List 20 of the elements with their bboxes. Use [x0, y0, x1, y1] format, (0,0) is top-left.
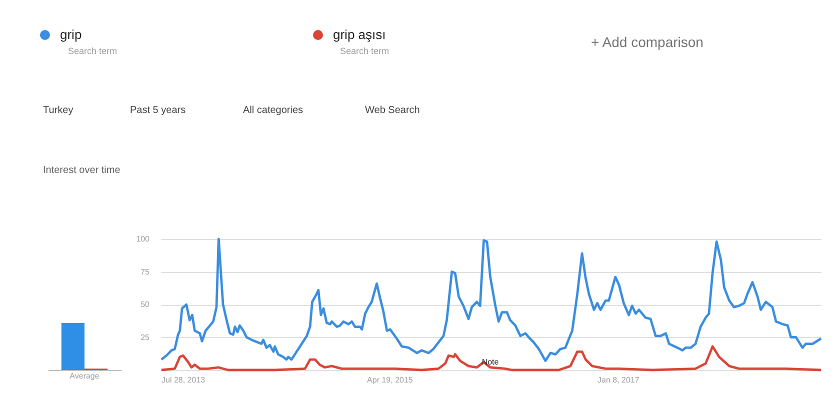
text: Past 5 years — [130, 105, 186, 116]
y-tick-label: 50 — [140, 300, 150, 309]
x-tick-label: Apr 19, 2015 — [367, 376, 414, 384]
text: + Add comparison — [591, 34, 704, 50]
y-tick-label: 75 — [140, 267, 150, 276]
legend-label: grip — [60, 27, 82, 42]
line-series — [160, 345, 822, 372]
x-tick-label: Jan 8, 2017 — [598, 376, 640, 384]
text: Web Search — [365, 105, 420, 116]
y-tick-label: 25 — [140, 332, 150, 342]
text: Search term — [340, 46, 390, 56]
legend-label: grip aşısı — [333, 27, 386, 42]
y-tick-label: 100 — [136, 234, 150, 244]
x-tick-label: Average — [70, 372, 100, 380]
text: Search term — [68, 46, 118, 56]
annotation: Note — [482, 357, 500, 366]
x-tick-label: Jul 28, 2013 — [162, 376, 206, 384]
text: All categories — [243, 105, 304, 116]
chart-title: Interest over time — [43, 165, 121, 176]
text: Turkey — [43, 105, 74, 116]
